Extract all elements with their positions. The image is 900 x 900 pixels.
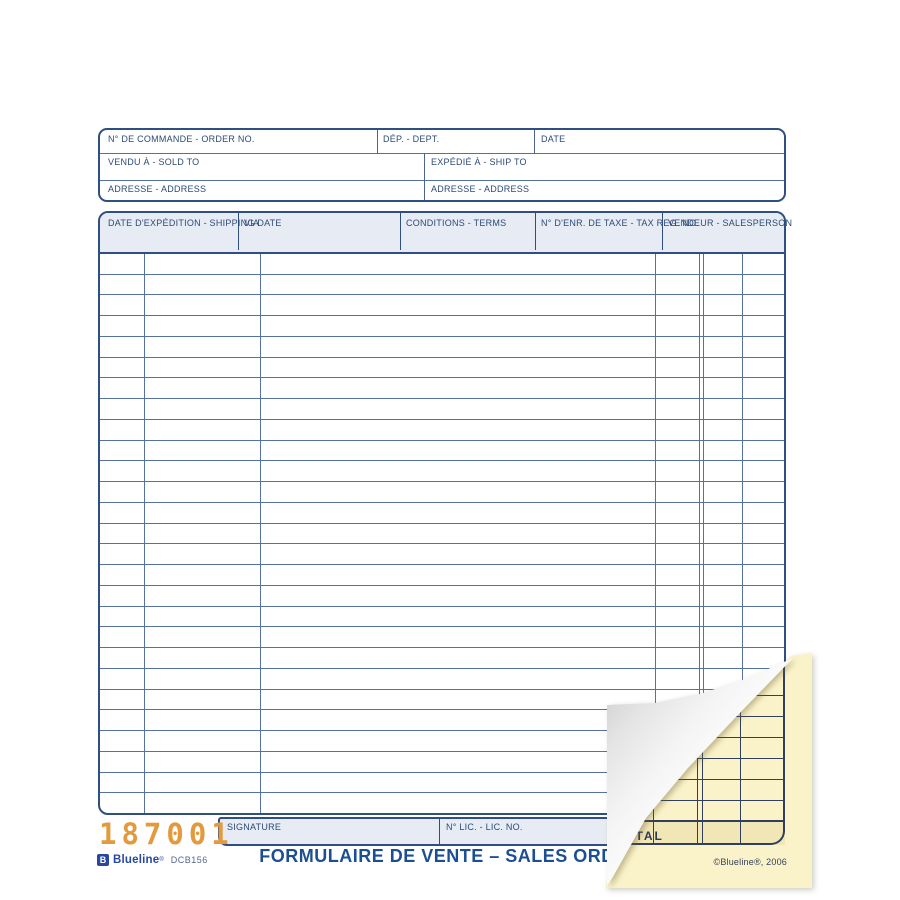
address-field-label: ADRESSE - ADDRESS <box>108 184 207 194</box>
ship-to-field-label: EXPÉDIÉ À - SHIP TO <box>431 157 527 167</box>
grid-line <box>100 523 784 524</box>
sold-to-field-label: VENDU À - SOLD TO <box>108 157 200 167</box>
divider <box>100 180 784 181</box>
grid-line <box>606 800 785 801</box>
grid-line <box>100 626 784 627</box>
grid-line <box>100 543 784 544</box>
grid-line <box>100 460 784 461</box>
date-field-label: DATE <box>541 134 566 144</box>
grid-line <box>606 779 785 780</box>
grid-line <box>100 315 784 316</box>
address-field-label-2: ADRESSE - ADDRESS <box>431 184 530 194</box>
grid-line <box>655 254 656 813</box>
grid-line <box>100 274 784 275</box>
divider <box>238 213 239 250</box>
divider <box>424 153 425 200</box>
grid-line <box>100 398 784 399</box>
grid-line <box>100 751 784 752</box>
grid-line <box>100 668 784 669</box>
divider <box>606 820 785 822</box>
grid-line <box>100 564 784 565</box>
grid-line <box>100 440 784 441</box>
divider <box>535 213 536 250</box>
grid-line <box>100 377 784 378</box>
grid-line <box>100 792 784 793</box>
grid-line <box>703 254 704 813</box>
grid-line <box>100 772 784 773</box>
grid-line <box>100 709 784 710</box>
carbon-grid-border <box>606 653 785 845</box>
details-table-header: DATE D'EXPÉDITION - SHIPPING DATE VIA CO… <box>100 213 792 254</box>
brand-row: B Blueline ® DCB156 <box>97 854 208 866</box>
product-code: DCB156 <box>170 855 208 865</box>
terms-column-label: CONDITIONS - TERMS <box>406 218 507 228</box>
order-no-field-label: N° DE COMMANDE - ORDER NO. <box>108 134 255 144</box>
order-header-box: N° DE COMMANDE - ORDER NO. DÉP. - DEPT. … <box>98 128 786 202</box>
grid-line <box>100 357 784 358</box>
blueline-logo-icon: B <box>97 854 109 866</box>
grid-line <box>742 254 743 813</box>
line-items-grid <box>100 213 784 813</box>
divider <box>400 213 401 250</box>
divider <box>534 130 535 153</box>
grid-line <box>100 502 784 503</box>
form-title: FORMULAIRE DE VENTE – SALES ORDER <box>259 846 641 866</box>
signature-field-label: SIGNATURE <box>227 822 282 832</box>
details-table: DATE D'EXPÉDITION - SHIPPING DATE VIA CO… <box>98 211 792 815</box>
divider <box>100 153 784 154</box>
shipping-date-column-label: DATE D'EXPÉDITION - SHIPPING DATE <box>108 218 282 228</box>
grid-line <box>100 689 784 690</box>
grid-line <box>100 585 784 586</box>
grid-line <box>100 481 784 482</box>
grid-line <box>699 254 700 813</box>
lic-no-field-label: N° LIC. - LIC. NO. <box>446 822 523 832</box>
brand-name: Blueline <box>113 854 160 866</box>
grid-line <box>144 254 145 813</box>
grid-line <box>100 647 784 648</box>
divider <box>439 819 440 844</box>
grid-line <box>100 294 784 295</box>
tax-reg-column-label: N° D'ENR. DE TAXE - TAX REG. NO. <box>541 218 700 228</box>
grid-line <box>260 254 261 813</box>
grid-line <box>100 419 784 420</box>
grid-line <box>100 336 784 337</box>
salesperson-column-label: VENDEUR - SALESPERSON <box>668 218 793 228</box>
via-column-label: VIA <box>244 218 260 228</box>
grid-line <box>740 653 741 845</box>
form-serial-number: 187001 <box>99 817 234 851</box>
registered-mark: ® <box>159 857 164 863</box>
carbon-copyright: ©Blueline®, 2006 <box>713 857 787 867</box>
divider <box>662 213 663 250</box>
divider <box>377 130 378 153</box>
grid-line <box>100 730 784 731</box>
dept-field-label: DÉP. - DEPT. <box>383 134 440 144</box>
grid-line <box>100 606 784 607</box>
